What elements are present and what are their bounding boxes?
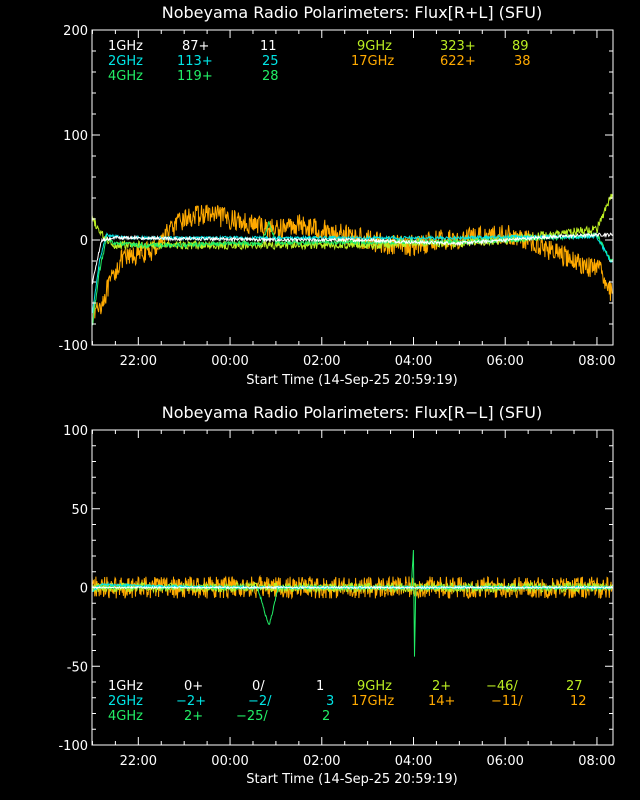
top-legend-2ghz-base: 113+ <box>177 54 213 69</box>
top-xtick-label: 02:00 <box>303 354 340 369</box>
top-ytick-label: -100 <box>58 339 88 354</box>
top-legend-4ghz-label: 4GHz <box>108 69 143 84</box>
bottom-legend-9ghz-ratio: −46/ <box>486 679 518 694</box>
top-legend-4ghz-base: 119+ <box>177 69 213 84</box>
top-xtick-label: 08:00 <box>578 354 615 369</box>
top-chart-xlabel: Start Time (14-Sep-25 20:59:19) <box>246 373 457 388</box>
bottom-xtick-label: 00:00 <box>211 754 248 769</box>
bottom-ytick-label: -100 <box>58 739 88 754</box>
bottom-legend-4ghz-label: 4GHz <box>108 709 143 724</box>
bottom-legend-17ghz-base: 14+ <box>428 694 455 709</box>
top-legend-1ghz-base: 87+ <box>182 39 209 54</box>
bottom-chart-series-group <box>92 549 613 657</box>
bottom-legend-4ghz-base: 2+ <box>184 709 203 724</box>
top-chart-series-group <box>92 193 613 326</box>
top-legend-17ghz-base: 622+ <box>440 54 476 69</box>
top-xtick-label: 06:00 <box>486 354 523 369</box>
top-ytick-label: 100 <box>63 129 88 144</box>
top-chart-title: Nobeyama Radio Polarimeters: Flux[R+L] (… <box>162 3 542 22</box>
bottom-chart-title: Nobeyama Radio Polarimeters: Flux[R−L] (… <box>162 403 542 422</box>
top-series-1ghz <box>92 232 613 285</box>
top-xtick-label: 04:00 <box>395 354 432 369</box>
bottom-legend-1ghz-label: 1GHz <box>108 679 143 694</box>
top-legend-9ghz-label: 9GHz <box>357 39 392 54</box>
top-plot-frame <box>91 29 614 346</box>
bottom-legend-9ghz-range: 27 <box>566 679 583 694</box>
bottom-legend-9ghz-base: 2+ <box>432 679 451 694</box>
bottom-legend-17ghz-label: 17GHz <box>351 694 394 709</box>
top-legend-17ghz-range: 38 <box>514 54 531 69</box>
bottom-legend-2ghz-label: 2GHz <box>108 694 143 709</box>
bottom-xtick-label: 08:00 <box>578 754 615 769</box>
top-series-17ghz <box>92 204 613 324</box>
top-legend: 1GHz 87+ 11 2GHz 113+ 25 4GHz 119+ 28 9G… <box>108 39 531 84</box>
bottom-legend: 1GHz 0+ 0/ 1 2GHz −2+ −2/ 3 4GHz 2+ −25/… <box>108 679 587 724</box>
top-legend-1ghz-label: 1GHz <box>108 39 143 54</box>
bottom-xtick-label: 06:00 <box>486 754 523 769</box>
top-xtick-label: 00:00 <box>211 354 248 369</box>
bottom-ytick-label: 0 <box>80 582 88 597</box>
top-legend-9ghz-base: 323+ <box>440 39 476 54</box>
bottom-ytick-label: 100 <box>63 424 88 439</box>
top-xtick-label: 22:00 <box>120 354 157 369</box>
bottom-ytick-label: 50 <box>71 503 88 518</box>
bottom-legend-1ghz-range: 1 <box>316 679 324 694</box>
bottom-legend-4ghz-ratio: −25/ <box>236 709 268 724</box>
bottom-xtick-label: 02:00 <box>303 754 340 769</box>
bottom-legend-2ghz-ratio: −2/ <box>248 694 272 709</box>
bottom-chart-xlabel: Start Time (14-Sep-25 20:59:19) <box>246 772 457 787</box>
top-legend-4ghz-range: 28 <box>262 69 279 84</box>
bottom-series-1ghz <box>92 585 613 590</box>
bottom-legend-9ghz-label: 9GHz <box>357 679 392 694</box>
bottom-xtick-label: 22:00 <box>120 754 157 769</box>
top-legend-2ghz-label: 2GHz <box>108 54 143 69</box>
bottom-legend-17ghz-range: 12 <box>570 694 587 709</box>
bottom-ytick-label: -50 <box>67 660 88 675</box>
top-legend-1ghz-range: 11 <box>260 39 277 54</box>
top-legend-2ghz-range: 25 <box>262 54 279 69</box>
top-ytick-label: 0 <box>80 234 88 249</box>
bottom-legend-2ghz-range: 3 <box>326 694 334 709</box>
bottom-xtick-label: 04:00 <box>395 754 432 769</box>
bottom-legend-2ghz-base: −2+ <box>176 694 206 709</box>
top-ytick-label: 200 <box>63 24 88 39</box>
bottom-legend-17ghz-ratio: −11/ <box>491 694 523 709</box>
bottom-legend-1ghz-ratio: 0/ <box>252 679 265 694</box>
top-legend-17ghz-label: 17GHz <box>351 54 394 69</box>
bottom-legend-4ghz-range: 2 <box>322 709 330 724</box>
bottom-legend-1ghz-base: 0+ <box>184 679 203 694</box>
top-legend-9ghz-range: 89 <box>512 39 529 54</box>
